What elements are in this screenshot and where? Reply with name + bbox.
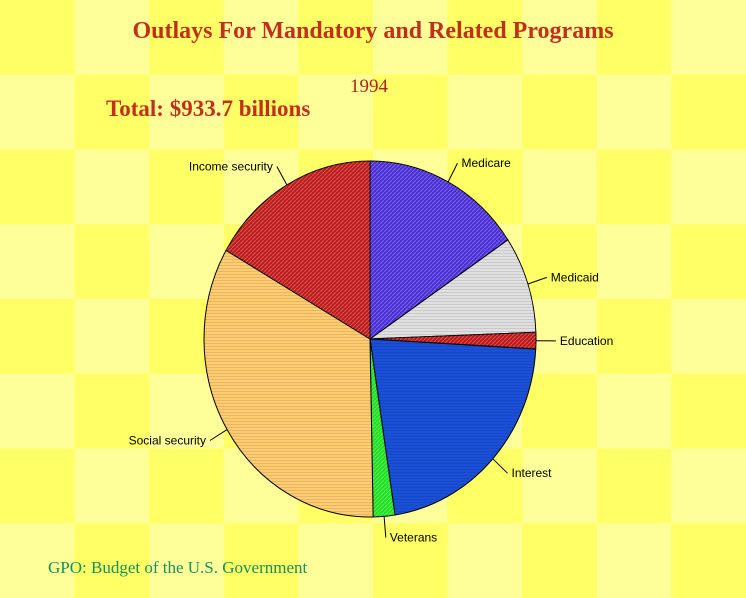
- background-tile: [0, 448, 76, 524]
- background-tile: [596, 0, 672, 76]
- background-tile: [522, 149, 598, 225]
- background-tile: [522, 74, 598, 150]
- background-tile: [0, 149, 76, 225]
- background-tile: [671, 149, 746, 225]
- leader-line-interest: [492, 458, 508, 474]
- pie-slice-texture-veterans: [370, 339, 395, 517]
- background-tile: [149, 523, 225, 598]
- background-tile: [447, 523, 523, 598]
- background-tile: [149, 149, 225, 225]
- background-tile: [0, 224, 76, 300]
- background-tile: [223, 523, 299, 598]
- background-tile: [596, 149, 672, 225]
- background-tile: [671, 448, 746, 524]
- background-tile: [596, 224, 672, 300]
- background-tile: [74, 0, 150, 76]
- background-tile: [671, 0, 746, 76]
- source-note: GPO: Budget of the U.S. Government: [48, 558, 308, 577]
- background-tile: [671, 299, 746, 375]
- background-tile: [522, 373, 598, 449]
- background-tile: [596, 74, 672, 150]
- background-tile: [596, 448, 672, 524]
- background-tile: [522, 224, 598, 300]
- background-tile: [522, 0, 598, 76]
- background-tile: [447, 0, 523, 76]
- background-tile: [522, 448, 598, 524]
- leader-line-income-security: [276, 166, 288, 186]
- pie-slice-texture-interest: [370, 339, 536, 515]
- background-tile: [671, 523, 746, 598]
- background-tile: [298, 0, 374, 76]
- background-tile: [671, 74, 746, 150]
- pie-slice-texture-social-security: [204, 250, 374, 518]
- chart-year: 1994: [350, 76, 388, 97]
- slice-label-medicaid: Medicaid: [551, 270, 599, 284]
- pie-slice-texture-education: [370, 332, 536, 350]
- background-tile: [74, 149, 150, 225]
- background-tile: [373, 74, 449, 150]
- background-tile: [149, 74, 225, 150]
- background-tile: [223, 0, 299, 76]
- background-tile: [149, 448, 225, 524]
- leader-line-medicare: [447, 162, 458, 183]
- background-tile: [447, 74, 523, 150]
- slice-label-interest: Interest: [512, 466, 553, 480]
- pie-slice-texture-medicare: [370, 161, 508, 339]
- leader-line-medicaid: [527, 276, 547, 285]
- background-tile: [74, 523, 150, 598]
- background-tile: [671, 373, 746, 449]
- background-tile: [373, 0, 449, 76]
- chart-total: Total: $933.7 billions: [106, 96, 311, 121]
- background-tile: [74, 224, 150, 300]
- background-tile: [0, 523, 76, 598]
- background-tile: [0, 74, 76, 150]
- background-tile: [223, 74, 299, 150]
- background-tile: [149, 0, 225, 76]
- leader-line-veterans: [383, 516, 387, 538]
- leader-line-social-security: [209, 429, 228, 441]
- background-tile: [0, 0, 76, 76]
- background-tile: [0, 299, 76, 375]
- slice-label-medicare: Medicare: [462, 156, 512, 170]
- chart-title: Outlays For Mandatory and Related Progra…: [132, 18, 614, 44]
- background-tile: [74, 74, 150, 150]
- pie-slice-texture-medicaid: [370, 239, 536, 339]
- background-tile: [522, 523, 598, 598]
- background-tile: [74, 373, 150, 449]
- slice-label-veterans: Veterans: [390, 531, 437, 545]
- background-tile: [74, 448, 150, 524]
- background-tile: [74, 299, 150, 375]
- background-tile: [596, 373, 672, 449]
- slice-label-income-security: Income security: [189, 160, 273, 174]
- slice-label-education: Education: [560, 334, 613, 348]
- background-tile: [298, 74, 374, 150]
- background-tile: [596, 523, 672, 598]
- slice-label-social-security: Social security: [129, 434, 206, 448]
- background-tile: [298, 523, 374, 598]
- background-tile: [596, 299, 672, 375]
- pie-slice-texture-income-security: [226, 161, 370, 339]
- background-tile: [0, 373, 76, 449]
- background-tile: [671, 224, 746, 300]
